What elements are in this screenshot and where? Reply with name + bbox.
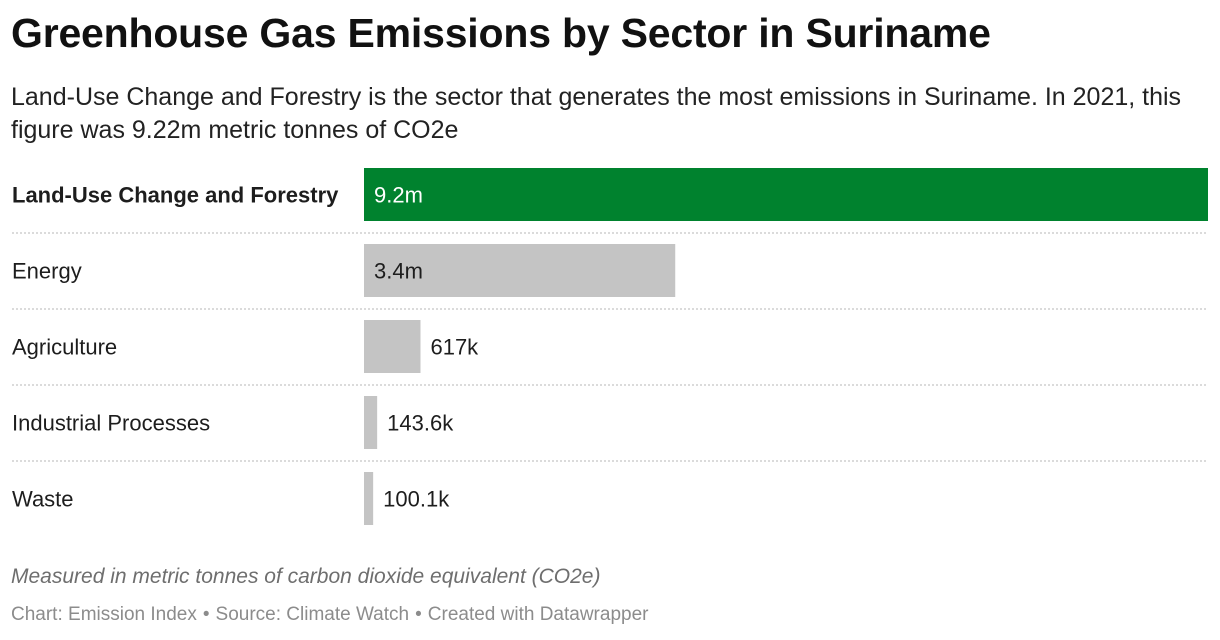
value-label: 617k <box>430 335 479 360</box>
bar-row: Agriculture 617k <box>12 320 1208 386</box>
bar-row: Industrial Processes 143.6k <box>12 396 1208 462</box>
bar <box>364 396 378 449</box>
chart-footer: Chart: Emission Index • Source: Climate Wa… <box>11 604 648 626</box>
bar-row: Energy 3.4m <box>12 244 1208 310</box>
category-label: Agriculture <box>12 335 117 360</box>
footer-separator: • <box>202 604 210 625</box>
footer-separator: • <box>415 604 422 625</box>
category-label: Energy <box>12 259 82 284</box>
category-label: Industrial Processes <box>12 411 210 436</box>
bar <box>364 168 1208 221</box>
bar <box>364 244 676 297</box>
bar <box>364 472 374 525</box>
value-label: 9.2m <box>374 183 423 208</box>
value-label: 3.4m <box>374 259 423 284</box>
chart-credit: Chart: Emission Index <box>11 604 197 625</box>
value-label: 143.6k <box>387 411 454 436</box>
chart-subtitle: Land-Use Change and Forestry is the sect… <box>11 83 1182 144</box>
bar-row: Land-Use Change and Forestry 9.2m <box>12 168 1208 234</box>
bar-row: Waste 100.1k <box>12 472 450 525</box>
bar-chart: Land-Use Change and Forestry 9.2m Energy 3.… <box>12 168 1208 525</box>
bar <box>364 320 421 373</box>
category-label: Land-Use Change and Forestry <box>12 183 339 208</box>
source-credit: Source: Climate Watch <box>215 604 410 625</box>
value-label: 100.1k <box>383 487 450 512</box>
created-with-credit: Created with Datawrapper <box>427 604 649 625</box>
chart-title: Greenhouse Gas Emissions by Sector in Su… <box>11 10 991 56</box>
category-label: Waste <box>12 487 74 512</box>
chart-notes: Measured in metric tonnes of carbon diox… <box>11 565 601 588</box>
